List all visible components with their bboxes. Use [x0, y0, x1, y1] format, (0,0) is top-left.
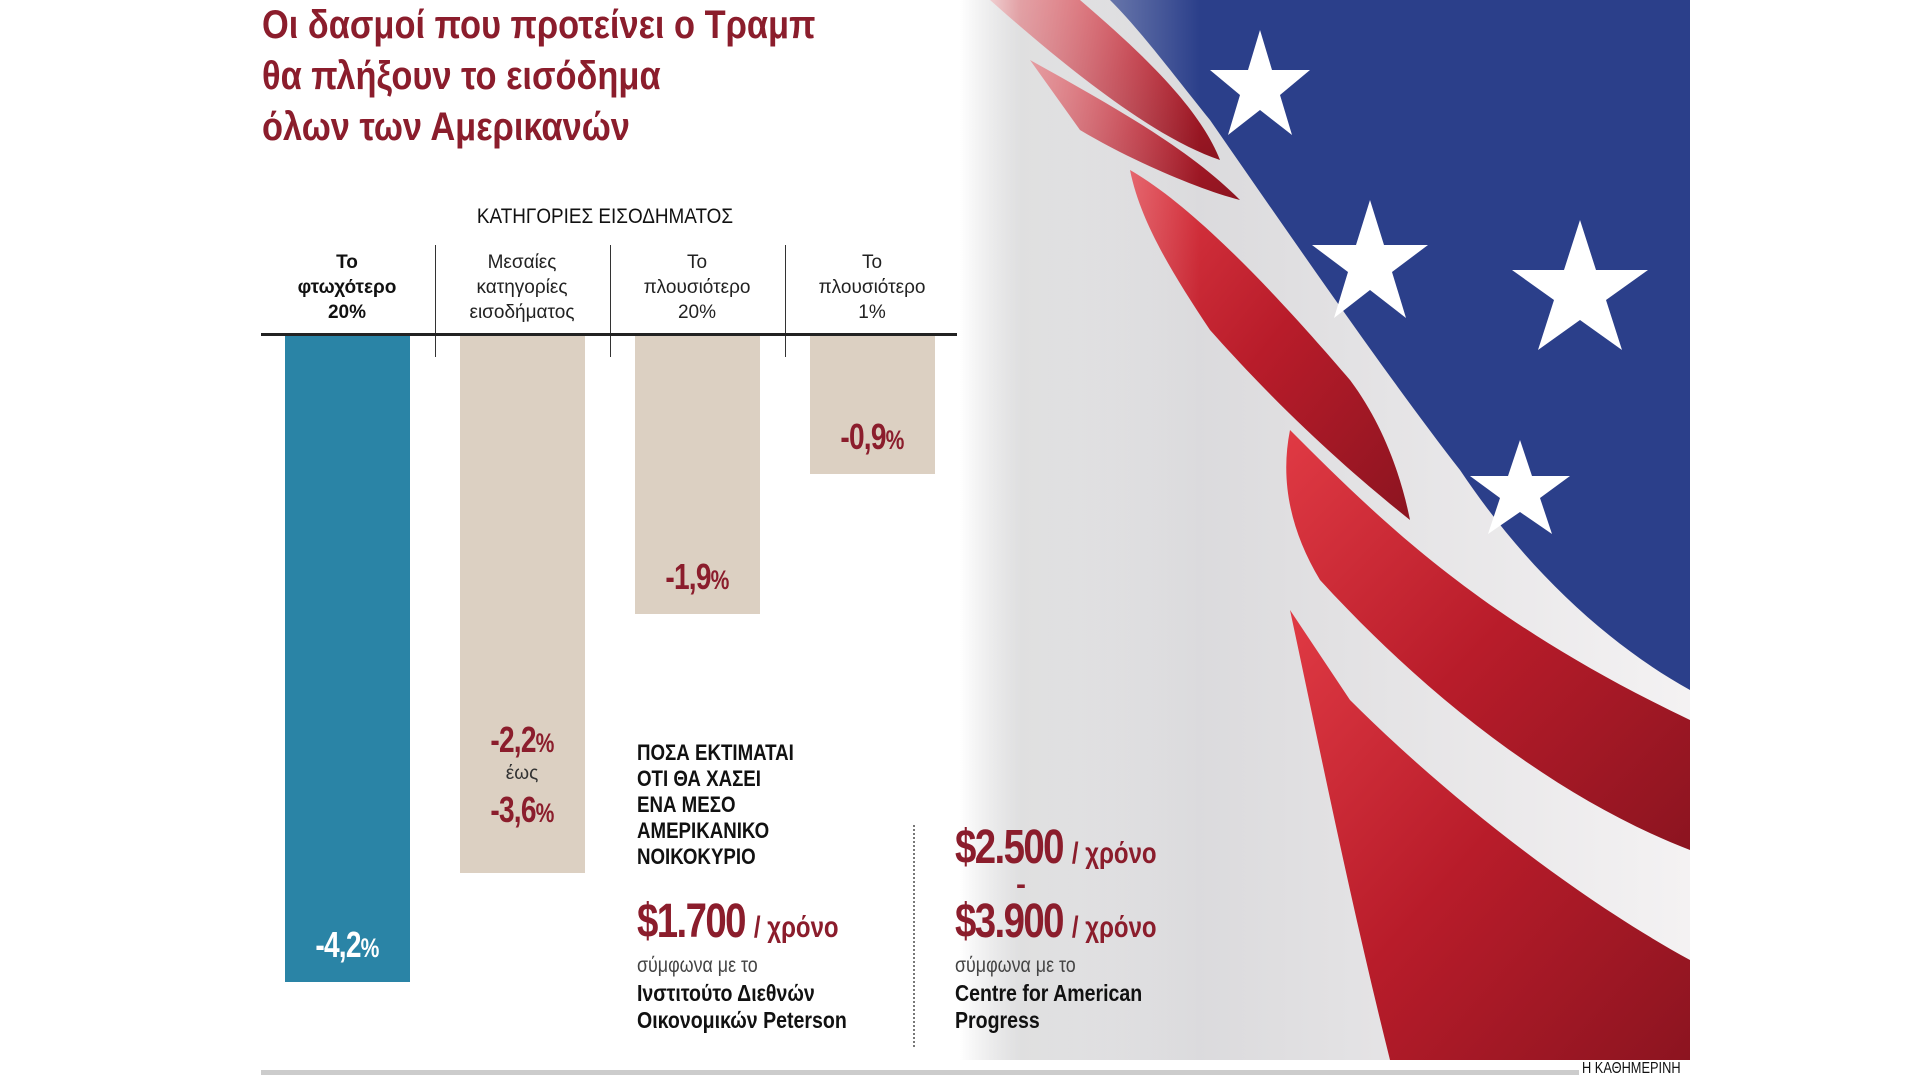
category-label-line: φτωχότερο [297, 277, 397, 298]
footer-rule [261, 1070, 1579, 1075]
value-percent: % [710, 564, 730, 595]
value-percent: % [885, 425, 905, 456]
cap-estimate-low: $2.500 / χρόνο [955, 824, 1157, 878]
category-label-line: εισοδήματος [469, 302, 575, 323]
category-label-line: πλουσιότερο [818, 277, 926, 298]
source-cap: Centre for American Progress [955, 980, 1142, 1034]
value-number: -4,2 [315, 924, 361, 965]
bar [635, 336, 760, 614]
value-number: -1,9 [665, 555, 711, 597]
category-label: Το πλουσιότερο 1% [786, 250, 958, 325]
source-peterson: Ινστιτούτο Διεθνών Οικονομικών Peterson [637, 980, 847, 1034]
range-separator: έως [505, 763, 539, 785]
publisher-credit: Η ΚΑΘΗΜΕΡΙΝΗ [1582, 1060, 1681, 1077]
column-divider [610, 245, 611, 357]
according-to: σύμφωνα με το [637, 954, 758, 977]
heading-line: ΕΝΑ ΜΕΣΟ [637, 792, 736, 817]
category-label-line: κατηγορίες [476, 277, 568, 298]
category-label-line: 20% [327, 302, 367, 323]
value-label: -2,2% [455, 721, 589, 762]
category-label-line: Το [861, 252, 883, 273]
headline-line-1: Οι δασμοί που προτείνει ο Τραμπ [262, 3, 816, 47]
amount: $2.500 [955, 821, 1064, 874]
per-year: / χρόνο [1071, 911, 1157, 944]
heading-line: ΝΟΙΚΟΚΥΡΙΟ [637, 844, 756, 869]
source-line: Progress [955, 1007, 1040, 1033]
value-percent: % [535, 798, 555, 829]
heading-line: ΟΤΙ ΘΑ ΧΑΣΕΙ [637, 766, 761, 791]
category-label: Το πλουσιότερο 20% [611, 250, 783, 325]
peterson-estimate: $1.700 / χρόνο [637, 898, 839, 952]
value-label: -0,9% [805, 418, 939, 459]
dotted-separator [913, 825, 915, 1047]
value-number: -0,9 [840, 416, 886, 458]
bar [460, 336, 585, 874]
source-line: Centre for American [955, 980, 1143, 1006]
heading-line: ΠΟΣΑ ΕΚΤΙΜΑΤΑΙ [637, 740, 794, 765]
headline-line-3: όλων των Αμερικανών [262, 105, 630, 149]
estimate-heading: ΠΟΣΑ ΕΚΤΙΜΑΤΑΙ ΟΤΙ ΘΑ ΧΑΣΕΙ ΕΝΑ ΜΕΣΟ ΑΜΕ… [637, 740, 794, 870]
value-label: -4,2% [280, 926, 414, 967]
value-number: -2,2 [490, 719, 536, 761]
source-line: Ινστιτούτο Διεθνών [637, 980, 815, 1006]
range-dash: - [1016, 868, 1026, 901]
value-label: -1,9% [630, 555, 764, 599]
value-percent: % [535, 728, 555, 759]
category-label-line: 1% [858, 302, 886, 323]
us-flag-illustration [960, 0, 1690, 1060]
category-label-line: Το [686, 252, 708, 273]
category-label-line: 20% [677, 302, 717, 323]
value-percent: % [360, 933, 380, 963]
column-divider [435, 245, 436, 357]
source-line: Οικονομικών Peterson [637, 1007, 847, 1033]
cap-estimate-high: $3.900 / χρόνο [955, 898, 1157, 952]
category-label-line: Μεσαίες [487, 252, 557, 273]
heading-line: ΑΜΕΡΙΚΑΝΙΚΟ [637, 818, 770, 843]
amount: $3.900 [955, 895, 1064, 948]
category-label: Μεσαίες κατηγορίες εισοδήματος [436, 250, 608, 325]
per-year: / χρόνο [753, 911, 839, 944]
value-number: -3,6 [490, 789, 536, 831]
value-label: -3,6% [455, 791, 589, 832]
amount: $1.700 [637, 895, 746, 948]
category-label-line: Το [336, 252, 358, 273]
category-label-line: πλουσιότερο [643, 277, 751, 298]
category-label: Το φτωχότερο 20% [261, 250, 433, 325]
bar [810, 336, 935, 475]
chart-baseline [261, 333, 957, 336]
per-year: / χρόνο [1071, 837, 1157, 870]
headline-line-2: θα πλήξουν το εισόδημα [262, 54, 661, 98]
headline: Οι δασμοί που προτείνει ο Τραμπ θα πλήξο… [262, 0, 815, 153]
chart-title: ΚΑΤΗΓΟΡΙΕΣ ΕΙΣΟΔΗΜΑΤΟΣ [476, 205, 734, 228]
according-to: σύμφωνα με το [955, 954, 1076, 977]
bar [285, 336, 410, 982]
column-divider [785, 245, 786, 357]
